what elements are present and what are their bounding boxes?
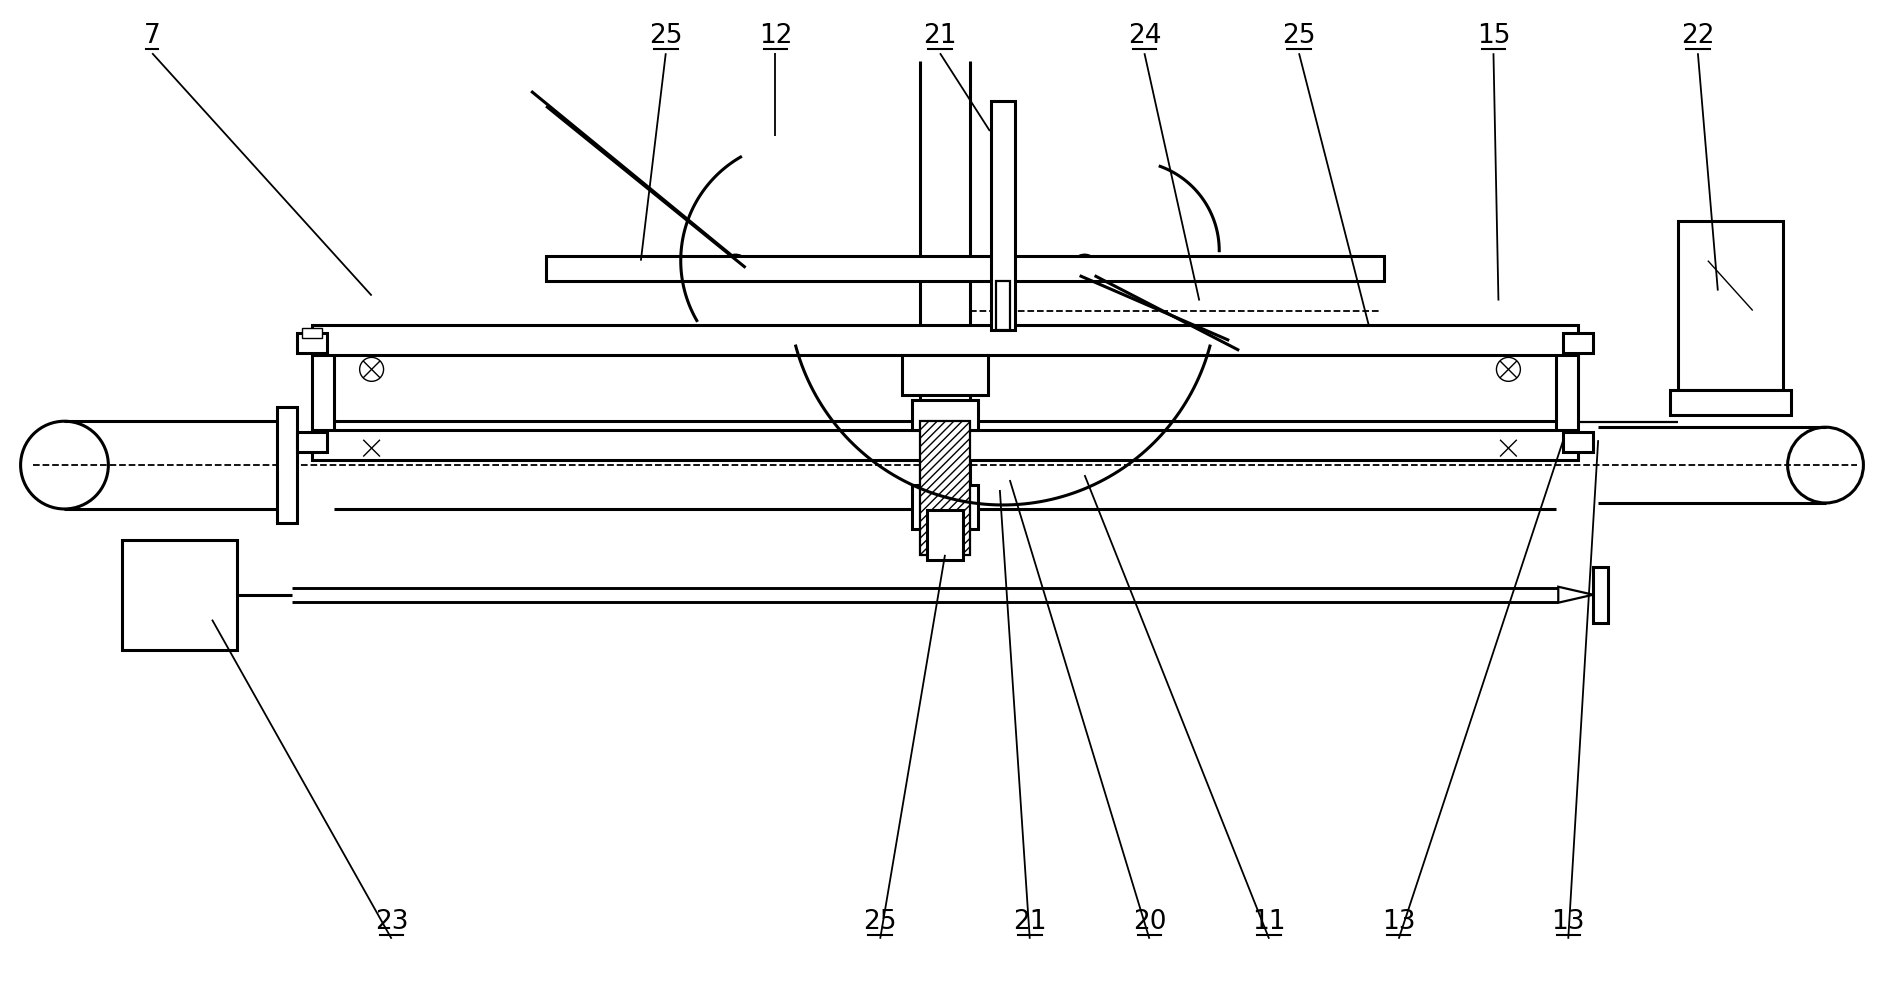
Text: 25: 25 [863, 909, 897, 934]
Bar [312, 431, 1577, 460]
Bar [912, 400, 977, 431]
Text: 11: 11 [1252, 909, 1285, 934]
Bar [546, 256, 1383, 281]
Text: 20: 20 [1132, 909, 1166, 934]
Text: 25: 25 [648, 23, 682, 50]
Text: 24: 24 [1128, 23, 1160, 50]
Bar [1562, 433, 1592, 452]
Bar [990, 101, 1014, 330]
Bar [912, 485, 977, 529]
Bar [312, 325, 1577, 355]
Text: 13: 13 [1551, 909, 1585, 934]
Text: 25: 25 [1281, 23, 1315, 50]
Bar [1562, 333, 1592, 353]
Text: 23: 23 [374, 909, 408, 934]
Bar [1670, 390, 1789, 416]
Bar [297, 433, 327, 452]
Bar [302, 328, 321, 338]
Bar [996, 281, 1009, 330]
Text: 7: 7 [144, 23, 161, 50]
Bar [920, 422, 969, 555]
Bar [1592, 566, 1608, 623]
Bar [901, 355, 988, 395]
Bar [927, 510, 962, 559]
Circle shape [731, 263, 740, 273]
Bar [123, 540, 236, 650]
Text: 13: 13 [1381, 909, 1415, 934]
Bar [297, 333, 327, 353]
Polygon shape [1557, 586, 1592, 603]
Text: 15: 15 [1475, 23, 1509, 50]
Bar [276, 408, 297, 523]
Bar [1677, 221, 1781, 390]
Text: 21: 21 [1013, 909, 1047, 934]
Text: 22: 22 [1679, 23, 1713, 50]
Circle shape [1079, 263, 1088, 273]
Text: 12: 12 [757, 23, 791, 50]
Text: 21: 21 [922, 23, 956, 50]
